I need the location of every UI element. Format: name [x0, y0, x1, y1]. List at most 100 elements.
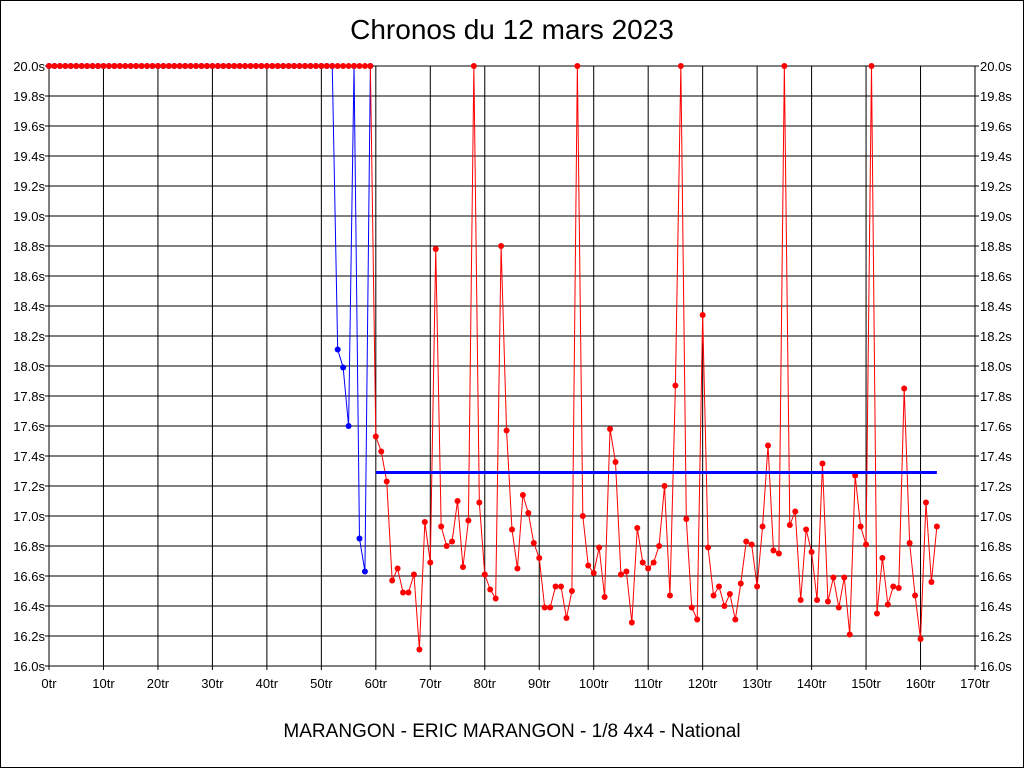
data-point-red-run — [416, 646, 423, 653]
data-point-red-run — [465, 517, 472, 524]
data-point-red-run — [481, 571, 488, 578]
data-point-red-run — [372, 433, 379, 440]
x-tick-label: 150tr — [851, 676, 881, 691]
x-tick-label: 60tr — [365, 676, 388, 691]
y-tick-label-right: 16.6s — [980, 569, 1012, 584]
data-point-red-run — [487, 586, 494, 593]
data-point-red-run — [895, 585, 902, 591]
data-point-red-run — [819, 460, 826, 467]
data-point-blue-run — [356, 535, 363, 542]
data-point-red-run — [628, 619, 635, 626]
data-point-red-run — [623, 568, 630, 575]
data-point-red-run — [220, 63, 227, 69]
data-point-red-run — [884, 601, 891, 608]
data-point-red-run — [138, 63, 145, 69]
data-point-red-run — [459, 564, 466, 570]
y-tick-label: 18.8s — [13, 239, 45, 254]
y-tick-label-right: 19.2s — [980, 179, 1012, 194]
data-point-red-run — [302, 63, 309, 69]
data-point-red-run — [389, 577, 396, 584]
data-point-red-run — [236, 63, 243, 69]
y-tick-label-right: 19.0s — [980, 209, 1012, 224]
y-tick-label-right: 18.0s — [980, 359, 1012, 374]
y-tick-label-right: 16.2s — [980, 629, 1012, 644]
y-tick-label: 19.6s — [13, 119, 45, 134]
x-axis-label: MARANGON - ERIC MARANGON - 1/8 4x4 - Nat… — [283, 721, 741, 742]
y-tick-label-right: 18.2s — [980, 329, 1012, 344]
data-point-red-run — [405, 589, 412, 596]
y-tick-label-right: 18.4s — [980, 299, 1012, 314]
data-point-red-run — [421, 519, 428, 525]
data-point-red-run — [835, 604, 842, 611]
data-point-red-run — [432, 246, 439, 252]
data-point-red-run — [552, 583, 559, 590]
data-point-red-run — [509, 526, 515, 533]
y-tick-label: 19.8s — [13, 89, 45, 104]
data-point-red-run — [786, 522, 793, 528]
series-line-red-run — [49, 65, 938, 650]
data-point-red-run — [536, 555, 543, 561]
data-point-red-run — [775, 550, 782, 557]
data-point-red-run — [122, 63, 129, 69]
data-point-red-run — [754, 583, 761, 590]
y-tick-label-right: 19.6s — [980, 119, 1012, 134]
y-tick-label: 19.0s — [13, 209, 45, 224]
data-point-red-run — [928, 579, 935, 585]
data-point-red-run — [361, 63, 368, 69]
y-tick-label: 18.6s — [13, 269, 45, 284]
x-tick-label: 160tr — [906, 676, 936, 691]
data-point-red-run — [394, 565, 401, 572]
data-point-red-run — [558, 583, 565, 590]
x-tick-label: 100tr — [579, 676, 609, 691]
data-point-red-run — [51, 63, 58, 69]
data-point-red-run — [154, 63, 161, 69]
x-tick-label: 50tr — [310, 676, 333, 691]
data-point-red-run — [334, 63, 341, 69]
data-point-red-run — [149, 63, 156, 69]
data-point-red-run — [165, 63, 172, 69]
y-tick-label: 17.2s — [13, 479, 45, 494]
data-point-red-run — [263, 63, 270, 69]
data-point-red-run — [792, 508, 799, 515]
data-point-red-run — [765, 442, 772, 449]
data-point-blue-run — [334, 346, 341, 353]
chart-title: Chronos du 12 mars 2023 — [350, 14, 674, 45]
x-tick-label: 70tr — [419, 676, 442, 691]
data-point-red-run — [203, 63, 210, 69]
data-point-red-run — [307, 63, 314, 69]
data-point-red-run — [242, 63, 249, 69]
data-point-red-run — [726, 591, 733, 597]
data-point-red-run — [601, 594, 608, 600]
y-tick-label: 20.0s — [13, 59, 45, 74]
data-point-red-run — [274, 63, 281, 69]
data-point-red-run — [830, 574, 837, 581]
data-point-red-run — [699, 312, 706, 318]
y-tick-label: 18.4s — [13, 299, 45, 314]
data-point-red-run — [721, 603, 728, 609]
data-point-red-run — [857, 523, 864, 530]
x-tick-label: 130tr — [742, 676, 772, 691]
data-point-red-run — [650, 559, 657, 566]
data-point-red-run — [519, 492, 526, 498]
data-point-red-run — [563, 615, 570, 621]
y-tick-label: 17.0s — [13, 509, 45, 524]
data-point-red-run — [596, 544, 603, 551]
x-tick-label: 10tr — [92, 676, 115, 691]
data-point-red-run — [46, 63, 52, 69]
data-point-blue-run — [345, 423, 352, 429]
y-tick-label: 17.4s — [13, 449, 45, 464]
y-tick-label: 16.2s — [13, 629, 45, 644]
data-point-red-run — [645, 565, 652, 572]
data-point-red-run — [367, 63, 374, 69]
y-tick-label: 18.0s — [13, 359, 45, 374]
data-point-red-run — [514, 565, 521, 572]
data-point-red-run — [318, 63, 325, 69]
y-tick-label-right: 19.4s — [980, 149, 1012, 164]
x-tick-label: 90tr — [528, 676, 551, 691]
data-point-red-run — [454, 498, 461, 504]
x-tick-label: 140tr — [797, 676, 827, 691]
data-point-red-run — [252, 63, 259, 69]
data-point-red-run — [340, 63, 347, 69]
y-tick-label-right: 17.0s — [980, 509, 1012, 524]
data-point-red-run — [912, 592, 919, 599]
